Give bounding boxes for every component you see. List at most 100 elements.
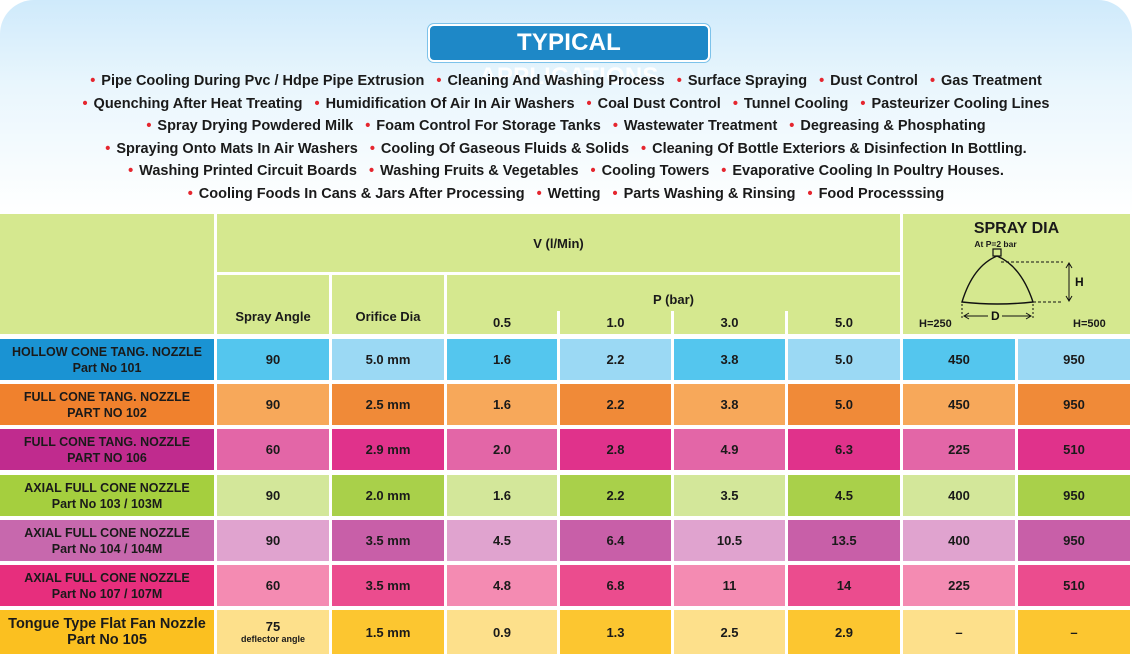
- flow-value-1: 2.2: [560, 475, 671, 516]
- bullet-icon: •: [819, 73, 825, 89]
- nozzle-name: AXIAL FULL CONE NOZZLE: [24, 570, 190, 585]
- bullet-icon: •: [187, 185, 193, 202]
- orifice-dia-value: 5.0 mm: [332, 339, 444, 380]
- flow-value-1: 1.3: [560, 610, 671, 654]
- pressure-value-3: 5.0: [788, 311, 900, 334]
- application-item: • Cleaning And Washing Process: [436, 70, 664, 93]
- spray-dia-250-value: 450: [903, 384, 1015, 425]
- spray-angle-note: deflector angle: [240, 634, 305, 644]
- application-item: • Tunnel Cooling: [733, 93, 849, 116]
- nozzle-part-number: Part No 107 / 107M: [51, 586, 163, 601]
- spray-angle-value: 90: [217, 475, 329, 516]
- bullet-icon: •: [590, 163, 596, 180]
- spray-dia-500-value: 950: [1018, 339, 1130, 380]
- application-item: • Humidification Of Air In Air Washers: [314, 93, 574, 116]
- nozzle-label: FULL CONE TANG. NOZZLE PART NO 102: [0, 384, 214, 425]
- application-text: Cleaning And Washing Process: [447, 73, 665, 89]
- bullet-icon: •: [128, 163, 134, 180]
- bullet-icon: •: [536, 185, 542, 202]
- spray-dia-header: SPRAY DIA At P=2 bar H D H=250 H=500: [903, 214, 1130, 334]
- bullet-icon: •: [860, 95, 866, 112]
- bullet-icon: •: [90, 73, 96, 89]
- spray-angle-value: 90: [217, 339, 329, 380]
- flow-value-3: 6.3: [788, 429, 900, 470]
- bullet-icon: •: [732, 95, 738, 112]
- application-text: Washing Printed Circuit Boards: [139, 163, 357, 180]
- nozzle-part-number: Part No 105: [67, 632, 147, 648]
- bullet-icon: •: [807, 185, 813, 202]
- nozzle-label: Tongue Type Flat Fan Nozzle Part No 105: [0, 610, 214, 654]
- flow-value-1: 2.2: [560, 384, 671, 425]
- bullet-icon: •: [641, 140, 647, 157]
- spray-dia-250-value: 400: [903, 520, 1015, 561]
- h-arrow-head-top: [1065, 262, 1073, 269]
- application-text: Coal Dust Control: [597, 95, 721, 112]
- bullet-icon: •: [436, 73, 442, 89]
- application-item: • Foam Control For Storage Tanks: [365, 115, 601, 138]
- nozzle-part-number: Part No 101: [72, 360, 142, 375]
- spray-dia-250-value: 400: [903, 475, 1015, 516]
- bullet-icon: •: [586, 95, 592, 112]
- flow-value-1: 6.8: [560, 565, 671, 606]
- spray-angle-value: 90: [217, 384, 329, 425]
- flow-value-2: 11: [674, 565, 785, 606]
- application-item: • Cooling Of Gaseous Fluids & Solids: [370, 138, 629, 161]
- spray-dia-250-value: 450: [903, 339, 1015, 380]
- bullet-icon: •: [929, 73, 936, 89]
- flow-value-0: 4.8: [447, 565, 557, 606]
- h500-label: H=500: [1073, 318, 1106, 330]
- spray-cone-shape: [961, 255, 1034, 305]
- bullet-icon: •: [146, 118, 152, 135]
- application-text: Foam Control For Storage Tanks: [376, 118, 601, 135]
- spray-angle-number: 90: [265, 533, 281, 548]
- pressure-value-2: 3.0: [674, 311, 785, 334]
- spray-dia-500-value: 510: [1018, 429, 1130, 470]
- orifice-dia-value: 2.0 mm: [332, 475, 444, 516]
- flow-value-1: 6.4: [560, 520, 671, 561]
- application-item: • Degreasing & Phosphating: [789, 115, 985, 138]
- nozzle-part-number: PART NO 102: [67, 405, 147, 420]
- application-item: • Surface Spraying: [677, 70, 807, 93]
- nozzle-name: AXIAL FULL CONE NOZZLE: [24, 525, 190, 540]
- d-mark-background: [988, 309, 1002, 322]
- spray-angle-number: 60: [265, 578, 281, 593]
- application-text: Cooling Towers: [601, 163, 710, 180]
- nozzle-label: FULL CONE TANG. NOZZLE PART NO 106: [0, 429, 214, 470]
- spray-angle-header: Spray Angle: [217, 275, 329, 334]
- flow-value-2: 2.5: [674, 610, 785, 654]
- application-item: • Spraying Onto Mats In Air Washers: [105, 138, 358, 161]
- d-arrow-head-right: [1025, 312, 1032, 320]
- application-line: • Pipe Cooling During Pvc / Hdpe Pipe Ext…: [0, 70, 1132, 93]
- application-text: Surface Spraying: [687, 73, 808, 89]
- bullet-icon: •: [105, 140, 111, 157]
- flow-value-2: 3.8: [674, 384, 785, 425]
- nozzle-label: HOLLOW CONE TANG. NOZZLE Part No 101: [0, 339, 214, 380]
- application-item: • Gas Treatment: [930, 70, 1042, 93]
- application-text: Tunnel Cooling: [743, 95, 849, 112]
- application-item: • Parts Washing & Rinsing: [613, 183, 796, 206]
- application-item: • Wastewater Treatment: [613, 115, 777, 138]
- orifice-dia-value: 3.5 mm: [332, 520, 444, 561]
- nozzle-spec-table: V (l/Min) Spray Angle Orifice Dia P (bar) 0.…: [0, 214, 1132, 654]
- flow-value-0: 4.5: [447, 520, 557, 561]
- spray-angle-value: 60: [217, 565, 329, 606]
- flow-header: V (l/Min): [217, 214, 900, 272]
- flow-value-0: 1.6: [447, 475, 557, 516]
- application-line: • Cooling Foods In Cans & Jars After Proc…: [0, 183, 1132, 206]
- bullet-icon: •: [676, 73, 682, 89]
- flow-value-1: 2.8: [560, 429, 671, 470]
- pressure-value-0: 0.5: [447, 311, 557, 334]
- bullet-icon: •: [82, 95, 88, 112]
- orifice-dia-value: 2.5 mm: [332, 384, 444, 425]
- bullet-icon: •: [612, 185, 618, 202]
- application-text: Food Processsing: [818, 185, 945, 202]
- flow-value-3: 5.0: [788, 339, 900, 380]
- application-line: • Quenching After Heat Treating • Humidific…: [0, 93, 1132, 116]
- application-text: Evaporative Cooling In Poultry Houses.: [732, 163, 1004, 180]
- bullet-icon: •: [368, 163, 375, 180]
- d-arrow-head-left: [963, 312, 970, 320]
- flow-value-2: 3.5: [674, 475, 785, 516]
- orifice-dia-value: 3.5 mm: [332, 565, 444, 606]
- application-item: • Cooling Foods In Cans & Jars After Proc…: [188, 183, 525, 206]
- application-line: • Washing Printed Circuit Boards • Washing …: [0, 160, 1132, 183]
